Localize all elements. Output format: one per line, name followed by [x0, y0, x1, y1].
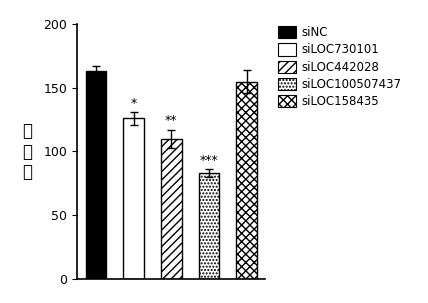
Bar [236, 82, 257, 279]
Text: **: ** [165, 114, 178, 127]
Bar [161, 139, 181, 279]
Legend: siNC, siLOC730101, siLOC442028, siLOC100507437, siLOC158435: siNC, siLOC730101, siLOC442028, siLOC100… [277, 25, 403, 109]
Bar [199, 173, 219, 279]
Bar [86, 71, 106, 279]
Text: *: * [131, 96, 137, 109]
Y-axis label: 细
胞
数: 细 胞 数 [22, 122, 33, 181]
Bar [123, 118, 144, 279]
Text: ***: *** [199, 154, 218, 167]
